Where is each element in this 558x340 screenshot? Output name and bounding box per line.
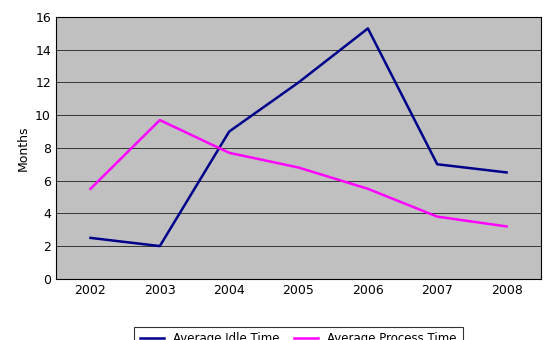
Legend: Average Idle Time, Average Process Time: Average Idle Time, Average Process Time — [134, 327, 463, 340]
Y-axis label: Months: Months — [17, 125, 30, 171]
